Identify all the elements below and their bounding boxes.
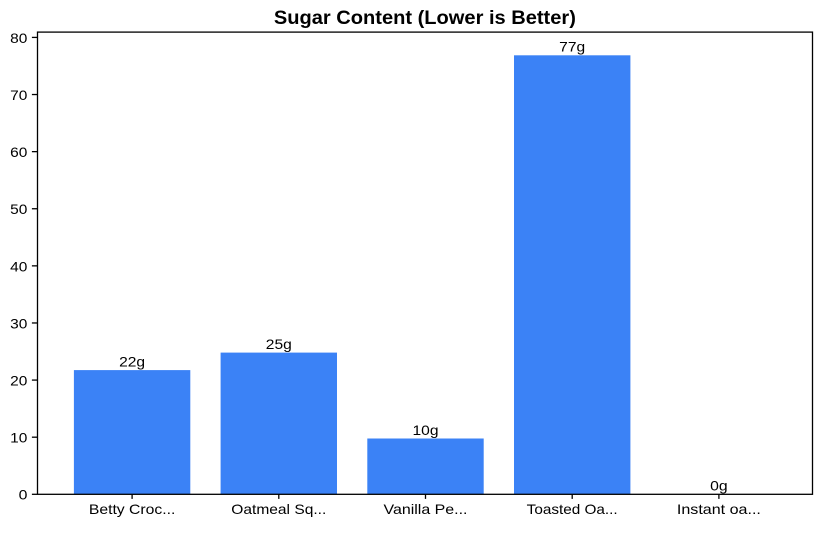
svg-text:Oatmeal Sq...: Oatmeal Sq... — [231, 501, 326, 517]
svg-text:77g: 77g — [559, 39, 585, 55]
svg-text:0g: 0g — [710, 478, 728, 494]
svg-text:20: 20 — [10, 373, 28, 389]
svg-text:Vanilla Pe...: Vanilla Pe... — [384, 501, 468, 517]
svg-text:70: 70 — [10, 87, 28, 103]
svg-text:0: 0 — [19, 487, 28, 503]
svg-text:40: 40 — [10, 258, 28, 274]
svg-text:22g: 22g — [119, 354, 145, 370]
svg-text:25g: 25g — [266, 336, 292, 352]
svg-text:50: 50 — [10, 201, 28, 217]
svg-text:60: 60 — [10, 144, 28, 160]
svg-text:10: 10 — [10, 430, 28, 446]
svg-text:Betty Croc...: Betty Croc... — [89, 501, 176, 517]
svg-text:10g: 10g — [413, 422, 439, 438]
svg-text:Instant oa...: Instant oa... — [677, 501, 761, 517]
svg-text:Sugar Content (Lower is Better: Sugar Content (Lower is Better) — [274, 7, 576, 29]
svg-text:80: 80 — [10, 30, 28, 46]
svg-text:30: 30 — [10, 315, 28, 331]
svg-text:Toasted Oa...: Toasted Oa... — [527, 501, 618, 517]
